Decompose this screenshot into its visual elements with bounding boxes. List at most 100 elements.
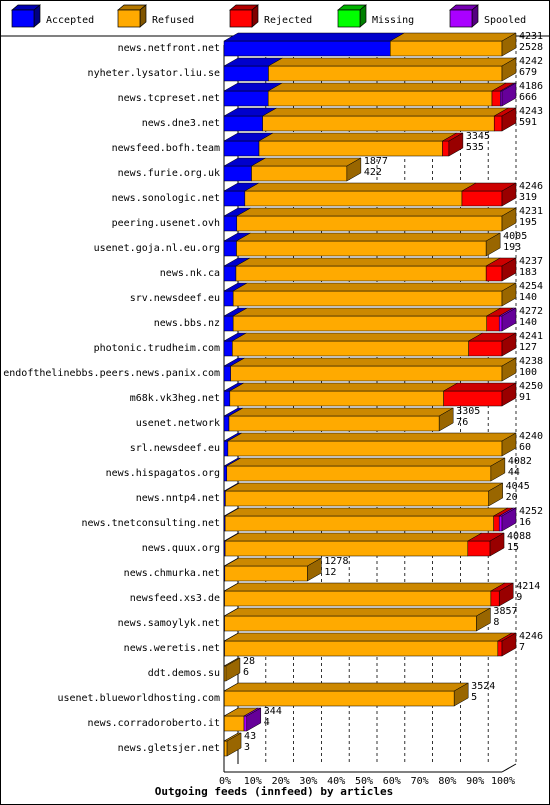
- legend-label: Accepted: [46, 15, 94, 26]
- bar-end-face: [501, 282, 517, 307]
- bar-row: [223, 507, 517, 532]
- bar-end-face: [501, 107, 517, 132]
- row-label: news.nntp4.net: [136, 493, 220, 504]
- row-accepted-value: 16: [519, 517, 531, 528]
- row-offered-value: 344: [264, 706, 282, 717]
- row-accepted-value: 195: [519, 217, 537, 228]
- bar-row: [223, 482, 504, 507]
- x-tick-label: 40%: [327, 776, 345, 787]
- row-label: srv.newsdeef.eu: [130, 293, 220, 304]
- bar-segment-refused: [225, 490, 489, 507]
- bar-end-face: [448, 132, 464, 157]
- bar-row: [223, 407, 455, 432]
- row-accepted-value: 44: [508, 467, 520, 478]
- bar-end-face: [501, 357, 517, 382]
- row-label: nyheter.lysator.liu.se: [88, 68, 220, 79]
- bar-segment-accepted: [223, 115, 263, 132]
- legend-label: Refused: [152, 15, 194, 26]
- row-label: peering.usenet.ovh: [112, 218, 220, 229]
- row-offered-value: 4082: [508, 456, 532, 467]
- bar-row: [223, 107, 517, 132]
- bar-end-face: [453, 682, 469, 707]
- bar-segment-top: [232, 282, 517, 292]
- bar-end-face: [490, 457, 506, 482]
- bar-segment-top: [235, 207, 517, 217]
- row-accepted-value: 183: [519, 267, 537, 278]
- bar-segment-accepted: [223, 240, 237, 257]
- row-accepted-value: 7: [519, 642, 525, 653]
- bar-row: [223, 207, 517, 232]
- x-tick-label: 50%: [355, 776, 373, 787]
- bar-segment-refused: [227, 440, 503, 457]
- row-offered-value: 1278: [324, 556, 348, 567]
- bar-segment-top: [235, 232, 502, 242]
- bar-row: [223, 432, 517, 457]
- row-label: newsfeed.xs3.de: [130, 593, 220, 604]
- bar-end-face: [501, 82, 517, 107]
- row-label: usenet.blueworldhosting.com: [57, 693, 220, 704]
- bar-segment-top: [261, 107, 510, 117]
- bar-segment-accepted: [223, 165, 252, 182]
- row-accepted-value: 76: [456, 417, 468, 428]
- bar-row: [223, 132, 464, 157]
- bar-segment-top: [235, 257, 502, 267]
- bar-segment-refused: [268, 65, 503, 82]
- x-tick-label: 60%: [383, 776, 401, 787]
- bar-end-face: [501, 432, 517, 457]
- bar-end-face: [307, 557, 322, 582]
- bar-end-face: [501, 507, 517, 532]
- row-offered-value: 4246: [519, 181, 543, 192]
- row-label: news.nk.ca: [160, 268, 220, 279]
- row-offered-value: 4241: [519, 331, 543, 342]
- row-offered-value: 3305: [456, 406, 480, 417]
- row-label: endofthelinebbs.peers.news.panix.com: [3, 368, 220, 379]
- row-label: news.dne3.net: [142, 118, 220, 129]
- bar-segment-top: [258, 132, 458, 142]
- x-tick-label: 100%: [491, 776, 515, 787]
- bar-segment-top: [228, 382, 459, 392]
- bar-row: [223, 332, 517, 357]
- bar-row: [223, 282, 517, 307]
- bar-segment-accepted: [223, 290, 234, 307]
- bar-row: [223, 632, 517, 657]
- bar-segment-top: [389, 32, 517, 42]
- row-offered-value: 4045: [506, 481, 530, 492]
- row-accepted-value: 140: [519, 292, 537, 303]
- bar-segment-rejected: [497, 640, 503, 657]
- row-label: news.tnetconsulting.net: [82, 518, 220, 529]
- bar-segment-refused: [224, 590, 492, 607]
- x-tick-label: 30%: [299, 776, 317, 787]
- bar-segment-top: [223, 557, 323, 567]
- row-offered-value: 4242: [519, 56, 543, 67]
- legend-item-spooled: Spooled: [449, 4, 526, 28]
- chart-title: Outgoing feeds (innfeed) by articles: [155, 785, 393, 798]
- legend-label: Rejected: [264, 15, 312, 26]
- bar-segment-accepted: [223, 440, 229, 457]
- legend-swatch: [117, 9, 141, 28]
- bar-segment-rejected: [468, 340, 503, 357]
- row-accepted-value: 422: [364, 167, 382, 178]
- bar-end-face: [501, 182, 517, 207]
- row-accepted-value: 127: [519, 342, 537, 353]
- bar-row: [223, 607, 492, 632]
- bar-end-face: [501, 382, 517, 407]
- bar-segment-refused: [230, 365, 503, 382]
- row-accepted-value: 2528: [519, 42, 543, 53]
- row-offered-value: 43: [244, 731, 256, 742]
- bar-end-face: [501, 57, 517, 82]
- bar-segment-refused: [235, 265, 487, 282]
- bar-segment-top: [223, 32, 406, 42]
- bar-row: [223, 532, 505, 557]
- x-tick-label: 0%: [219, 776, 231, 787]
- row-offered-value: 4237: [519, 256, 543, 267]
- legend-swatch: [337, 9, 361, 28]
- bar-segment-refused: [229, 390, 444, 407]
- bar-end-face: [498, 582, 514, 607]
- bars: [223, 32, 517, 757]
- bar-row: [223, 82, 517, 107]
- bar-segment-accepted: [223, 415, 230, 432]
- bar-segment-top: [224, 507, 509, 517]
- row-label: usenet.network: [136, 418, 220, 429]
- bar-row: [223, 457, 506, 482]
